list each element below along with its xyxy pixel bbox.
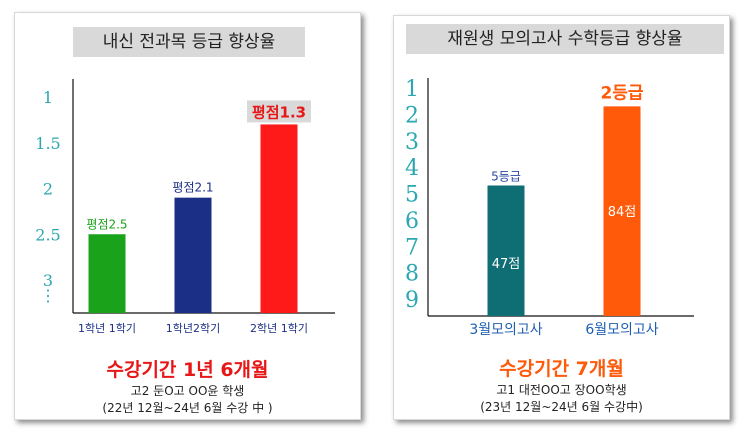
right-chart-panel: 재원생 모의고사 수학등급 향상율 1 2 3 4 5 6 7 8 9 5등급 47점 3월모의고사 2…	[393, 15, 730, 420]
right-bar	[603, 106, 641, 316]
right-y-tick-label: 5	[405, 183, 419, 208]
left-bar	[88, 234, 126, 313]
left-y-tick-label: 2	[43, 180, 53, 199]
left-y-tick-label: ⋮	[40, 286, 56, 305]
left-y-tick-label: 1.5	[35, 134, 60, 153]
left-data-label-box	[247, 100, 311, 123]
left-bar	[260, 124, 298, 313]
right-data-label: 5등급	[491, 170, 521, 184]
right-y-tick-label: 9	[405, 288, 419, 313]
left-chart-caption: 수강기간 1년 6개월	[106, 359, 269, 381]
right-y-tick-label: 1	[405, 77, 419, 102]
left-chart-title: 내신 전과목 등급 향상율	[73, 27, 305, 57]
left-chart-subcaption-1: 고2 둔O고 OO윤 학생	[130, 384, 245, 398]
right-chart-title: 재원생 모의고사 수학등급 향상율	[406, 24, 724, 54]
right-chart-caption: 수강기간 7개월	[499, 358, 624, 380]
right-chart-subcaption-2: (23년 12월~24년 6월 수강中)	[480, 400, 643, 414]
left-category-label: 1학년 1학기	[78, 322, 136, 335]
left-bar	[174, 197, 212, 313]
left-data-label: 평점2.5	[86, 217, 127, 231]
right-y-tick-label: 6	[405, 209, 419, 234]
right-data-label: 2등급	[600, 83, 643, 103]
left-category-label: 1학년2학기	[166, 322, 220, 335]
right-bar	[487, 185, 525, 316]
right-category-label: 6월모의고사	[585, 322, 658, 338]
left-chart-subcaption-2: (22년 12월~24년 6월 수강 中 )	[102, 401, 273, 415]
right-y-tick-label: 3	[405, 130, 419, 155]
right-y-tick-label: 7	[405, 235, 419, 260]
right-y-tick-label: 8	[405, 262, 419, 287]
right-inner-label: 47점	[492, 257, 521, 272]
left-y-tick-label: 3	[43, 271, 53, 290]
left-y-tick-label: 2.5	[35, 225, 60, 244]
left-chart-panel: 내신 전과목 등급 향상율 1 1.5 2 2.5 3 ⋮ 평점2.5 1학년 1학기 평점2.…	[14, 12, 361, 420]
right-chart-subcaption-1: 고1 대전OO고 장OO학생	[496, 383, 627, 397]
left-data-label: 평점1.3	[252, 103, 306, 121]
right-inner-label: 84점	[608, 205, 637, 220]
left-y-tick-label: 1	[43, 88, 53, 107]
left-data-label: 평점2.1	[172, 181, 213, 195]
left-chart-svg: 1 1.5 2 2.5 3⋮ 평점2.5 1학년 1학기 평점2.1 1학년2학기 평점1.3 2학…	[35, 79, 335, 335]
right-y-tick-label: 4	[405, 156, 419, 181]
right-category-label: 3월모의고사	[469, 322, 542, 338]
right-y-tick-label: 2	[405, 103, 419, 128]
left-category-label: 2학년 1학기	[250, 322, 308, 335]
